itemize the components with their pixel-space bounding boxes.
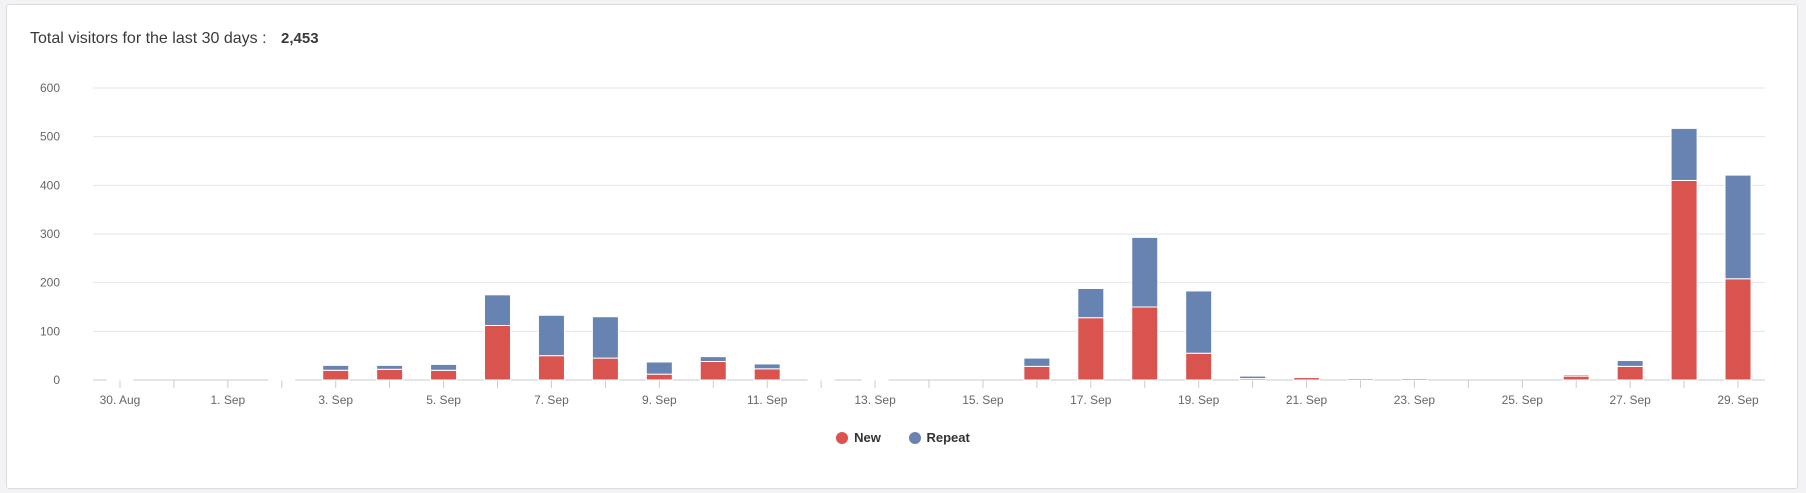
- bar-repeat-13: [807, 378, 835, 381]
- legend-dot-new: [836, 431, 849, 444]
- bar-new-7: [484, 324, 512, 381]
- x-tick-label: 27. Sep: [1609, 393, 1651, 407]
- bar-new-8: [537, 355, 565, 381]
- bar-new-19: [1131, 306, 1159, 381]
- bar-repeat-5: [376, 364, 404, 370]
- bar-new-27: [1562, 375, 1590, 381]
- bar-new-18: [1077, 317, 1105, 381]
- total-visitors-value: 2,453: [281, 30, 319, 47]
- bar-repeat-6: [430, 363, 458, 371]
- bar-repeat-8: [537, 314, 565, 357]
- bar-new-28: [1616, 365, 1644, 381]
- bar-new-11: [699, 361, 727, 381]
- bar-new-5: [376, 368, 404, 381]
- bar-new-17: [1023, 365, 1051, 381]
- y-tick-label: 200: [40, 276, 60, 290]
- visitors-bar-chart: 0 100 200 300 400 500 600 30. Aug 1. Sep 3. Sep 5.…: [40, 81, 1765, 407]
- bar-new-4: [322, 369, 350, 381]
- bar-repeat-28: [1616, 360, 1644, 367]
- bar-repeat-27: [1562, 374, 1590, 377]
- bar-new-6: [430, 369, 458, 381]
- x-tick-label: 7. Sep: [534, 393, 569, 407]
- bar-repeat-30: [1724, 174, 1752, 280]
- bar-repeat-10: [645, 361, 673, 375]
- chart-card: [6, 4, 1798, 489]
- y-tick-label: 500: [40, 130, 60, 144]
- x-tick-label: 25. Sep: [1502, 393, 1544, 407]
- x-tick-label: 30. Aug: [100, 393, 141, 407]
- bar-new-30: [1724, 278, 1752, 381]
- bar-new-9: [591, 357, 619, 381]
- legend-dot-repeat: [908, 431, 921, 444]
- x-tick-label: 17. Sep: [1070, 393, 1112, 407]
- x-tick-label: 3. Sep: [318, 393, 353, 407]
- y-tick-label: 0: [53, 373, 60, 387]
- bar-repeat-7: [484, 294, 512, 326]
- bar-new-23: [1346, 378, 1374, 381]
- bar-repeat-29: [1670, 127, 1698, 181]
- bar-repeat-4: [322, 364, 350, 371]
- x-tick-label: 11. Sep: [747, 393, 788, 407]
- header-label: Total visitors for the last 30 days :: [30, 30, 267, 47]
- chart-legend: New Repeat: [0, 430, 1806, 447]
- bar-repeat-19: [1131, 236, 1159, 308]
- x-tick-label: 15. Sep: [962, 393, 1004, 407]
- bar-repeat-11: [699, 356, 727, 363]
- x-tick-label: 9. Sep: [642, 393, 677, 407]
- y-tick-label: 100: [40, 324, 60, 338]
- x-tick-label: 19. Sep: [1178, 393, 1220, 407]
- y-tick-label: 600: [40, 81, 60, 95]
- bar-repeat-20: [1185, 290, 1213, 354]
- bar-repeat-21: [1239, 375, 1267, 380]
- x-tick-label: 23. Sep: [1394, 393, 1436, 407]
- bar-repeat-9: [591, 316, 619, 359]
- chart-header: Total visitors for the last 30 days : 2,…: [30, 30, 319, 48]
- bar-repeat-0: [106, 378, 134, 381]
- x-tick-label: 21. Sep: [1286, 393, 1328, 407]
- bar-repeat-18: [1077, 288, 1105, 319]
- y-tick-label: 400: [40, 178, 60, 192]
- bar-new-20: [1185, 352, 1213, 381]
- legend-label-repeat: Repeat: [926, 430, 970, 445]
- bar-new-24: [1400, 378, 1428, 381]
- x-tick-label: 1. Sep: [210, 393, 245, 407]
- legend-item-new[interactable]: New: [836, 430, 881, 445]
- x-tick-label: 29. Sep: [1717, 393, 1759, 407]
- bar-repeat-17: [1023, 357, 1051, 367]
- y-tick-label: 300: [40, 227, 60, 241]
- bar-repeat-3: [268, 378, 296, 381]
- bar-new-22: [1293, 377, 1321, 381]
- bar-new-10: [645, 373, 673, 381]
- legend-label-new: New: [854, 430, 881, 445]
- x-tick-label: 5. Sep: [426, 393, 461, 407]
- x-tick-label: 13. Sep: [854, 393, 896, 407]
- legend-item-repeat[interactable]: Repeat: [908, 430, 970, 445]
- bar-new-12: [753, 368, 781, 381]
- bar-repeat-12: [753, 363, 781, 370]
- bar-repeat-14: [861, 378, 889, 381]
- bar-new-29: [1670, 179, 1698, 381]
